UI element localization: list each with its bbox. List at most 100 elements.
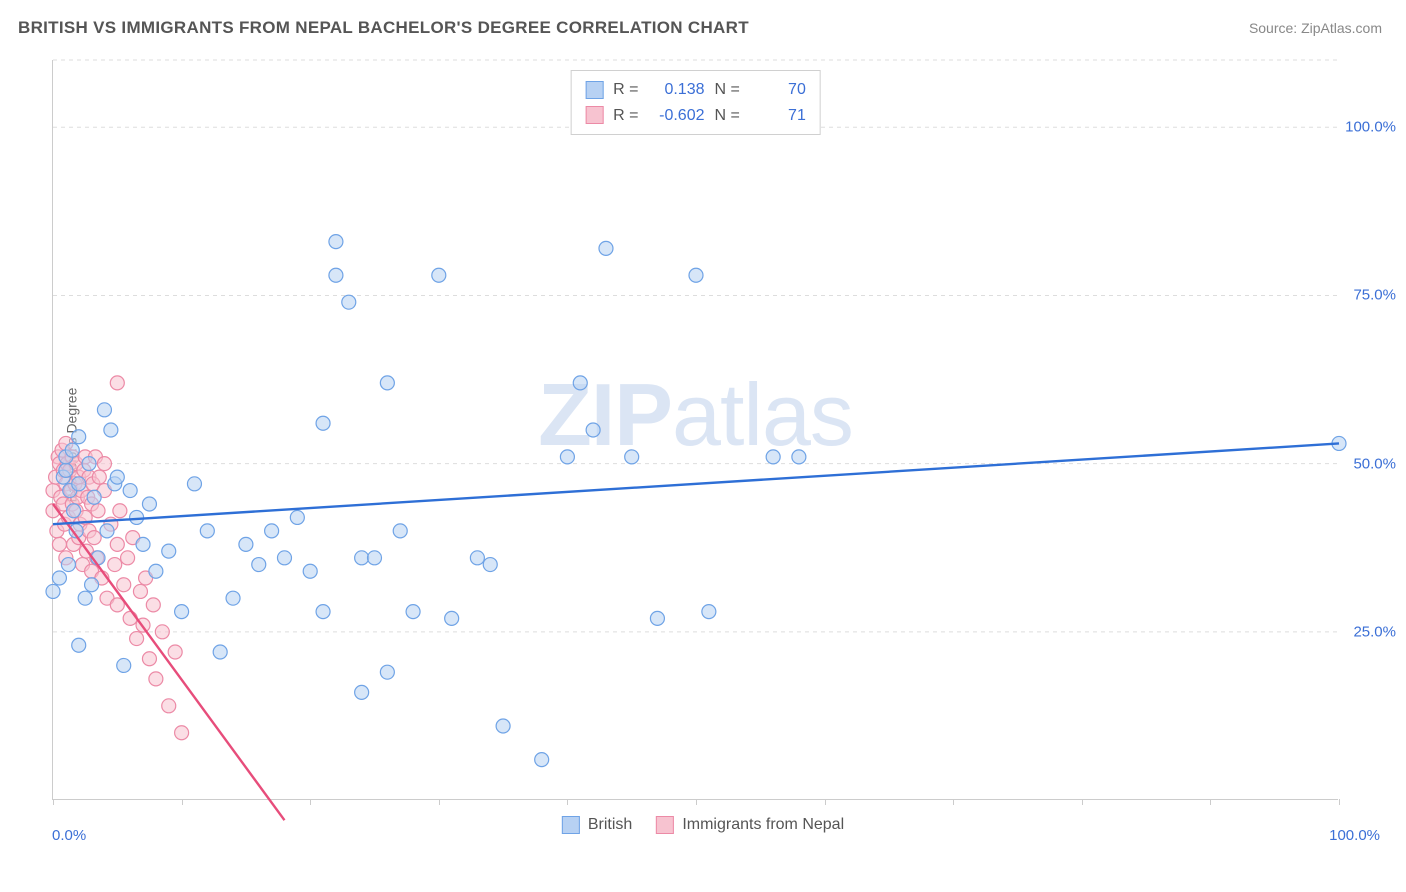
marker-nepal (110, 376, 124, 390)
marker-british (368, 551, 382, 565)
x-tick (1339, 799, 1340, 805)
marker-british (85, 578, 99, 592)
marker-british (586, 423, 600, 437)
stats-row-nepal: R = -0.602 N = 71 (585, 103, 806, 129)
legend-swatch-nepal-icon (656, 816, 674, 834)
y-tick-label: 75.0% (1353, 287, 1396, 304)
marker-british (46, 584, 60, 598)
marker-nepal (117, 578, 131, 592)
x-tick (1210, 799, 1211, 805)
marker-nepal (149, 672, 163, 686)
stat-r-value-nepal: -0.602 (649, 103, 705, 129)
marker-british (97, 403, 111, 417)
marker-nepal (110, 537, 124, 551)
x-tick (1082, 799, 1083, 805)
y-tick-label: 100.0% (1345, 119, 1396, 136)
marker-british (766, 450, 780, 464)
marker-british (123, 484, 137, 498)
swatch-nepal-icon (585, 106, 603, 124)
trendline-british (53, 443, 1339, 524)
stat-r-label: R = (613, 77, 638, 103)
marker-british (100, 524, 114, 538)
stat-n-label: N = (715, 103, 740, 129)
legend-label-nepal: Immigrants from Nepal (682, 816, 844, 834)
x-axis-min-label: 0.0% (52, 827, 86, 844)
marker-british (303, 564, 317, 578)
marker-nepal (168, 645, 182, 659)
marker-british (290, 510, 304, 524)
marker-nepal (121, 551, 135, 565)
marker-british (78, 591, 92, 605)
marker-british (792, 450, 806, 464)
x-tick (439, 799, 440, 805)
marker-british (355, 685, 369, 699)
marker-british (200, 524, 214, 538)
marker-british (342, 295, 356, 309)
marker-british (65, 443, 79, 457)
legend-item-nepal: Immigrants from Nepal (656, 816, 844, 834)
marker-british (252, 558, 266, 572)
marker-british (175, 605, 189, 619)
marker-british (689, 268, 703, 282)
bottom-legend: British Immigrants from Nepal (562, 816, 844, 834)
marker-british (72, 638, 86, 652)
stats-row-british: R = 0.138 N = 70 (585, 77, 806, 103)
marker-british (187, 477, 201, 491)
marker-british (265, 524, 279, 538)
marker-british (702, 605, 716, 619)
marker-british (316, 605, 330, 619)
marker-nepal (133, 584, 147, 598)
marker-british (82, 457, 96, 471)
marker-british (599, 241, 613, 255)
x-tick (182, 799, 183, 805)
marker-british (59, 463, 73, 477)
marker-british (535, 753, 549, 767)
y-tick-label: 50.0% (1353, 455, 1396, 472)
marker-british (625, 450, 639, 464)
marker-british (432, 268, 446, 282)
x-tick (696, 799, 697, 805)
stat-n-label: N = (715, 77, 740, 103)
marker-british (87, 490, 101, 504)
marker-british (573, 376, 587, 390)
marker-british (213, 645, 227, 659)
marker-british (560, 450, 574, 464)
marker-british (149, 564, 163, 578)
marker-british (277, 551, 291, 565)
marker-british (445, 611, 459, 625)
x-tick (825, 799, 826, 805)
marker-british (406, 605, 420, 619)
marker-british (72, 477, 86, 491)
x-axis-max-label: 100.0% (1329, 827, 1380, 844)
marker-british (67, 504, 81, 518)
marker-british (142, 497, 156, 511)
marker-nepal (113, 504, 127, 518)
marker-british (329, 268, 343, 282)
legend-swatch-british-icon (562, 816, 580, 834)
marker-british (650, 611, 664, 625)
marker-nepal (146, 598, 160, 612)
marker-british (393, 524, 407, 538)
marker-nepal (175, 726, 189, 740)
swatch-british-icon (585, 81, 603, 99)
stats-box: R = 0.138 N = 70 R = -0.602 N = 71 (570, 70, 821, 135)
marker-british (470, 551, 484, 565)
stat-n-value-nepal: 71 (750, 103, 806, 129)
marker-british (239, 537, 253, 551)
marker-british (329, 235, 343, 249)
marker-british (496, 719, 510, 733)
marker-british (483, 558, 497, 572)
x-tick (53, 799, 54, 805)
stat-r-label: R = (613, 103, 638, 129)
marker-british (162, 544, 176, 558)
x-tick (953, 799, 954, 805)
marker-nepal (97, 457, 111, 471)
x-tick (567, 799, 568, 805)
legend-label-british: British (588, 816, 632, 834)
marker-nepal (52, 537, 66, 551)
marker-british (355, 551, 369, 565)
marker-british (110, 470, 124, 484)
marker-nepal (92, 470, 106, 484)
stat-n-value-british: 70 (750, 77, 806, 103)
chart-title: BRITISH VS IMMIGRANTS FROM NEPAL BACHELO… (18, 18, 749, 38)
